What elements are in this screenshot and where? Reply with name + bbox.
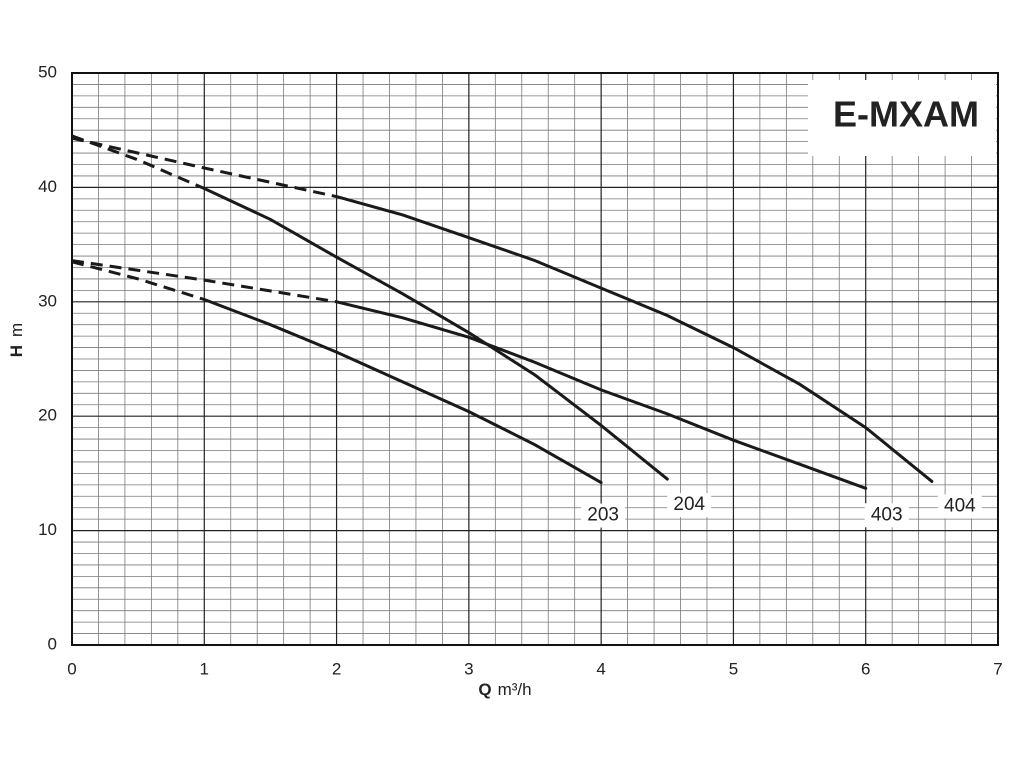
- chart-title: E-MXAM: [833, 94, 979, 135]
- curve-label: 203: [587, 505, 619, 526]
- curve: [202, 187, 669, 481]
- y-tick-label: 30: [38, 291, 57, 310]
- x-tick-label: 7: [993, 659, 1002, 678]
- title-box: [808, 80, 996, 156]
- grid: [71, 72, 999, 646]
- y-tick-label: 0: [48, 634, 57, 653]
- dashed-curve: [71, 136, 337, 199]
- curve-label-bg: [937, 494, 982, 519]
- curve: [202, 298, 603, 485]
- curve-label-bg: [581, 503, 626, 528]
- x-tick-label: 4: [596, 659, 605, 678]
- x-tick-label: 0: [67, 659, 76, 678]
- x-tick-label: 3: [464, 659, 473, 678]
- dashed-curve: [71, 259, 337, 304]
- curve-label-bg: [864, 503, 909, 528]
- curve-label: 403: [871, 504, 903, 525]
- plot-frame: [71, 72, 999, 646]
- x-tick-label: 5: [729, 659, 738, 678]
- x-tick-label: 2: [332, 659, 341, 678]
- x-label-symbol: Q: [478, 680, 491, 699]
- y-axis-label: Hm: [7, 323, 26, 357]
- dashed-curve: [71, 260, 205, 301]
- x-label-unit: m³/h: [498, 680, 532, 699]
- y-tick-label: 40: [38, 177, 57, 196]
- curve: [335, 300, 868, 490]
- y-tick-label: 50: [38, 62, 57, 81]
- x-tick-label: 1: [200, 659, 209, 678]
- x-tick-label: 6: [861, 659, 870, 678]
- curve-label-bg: [667, 493, 712, 518]
- y-label-symbol: H: [7, 345, 26, 357]
- curve-label: 404: [944, 495, 976, 516]
- y-tick-label: 10: [38, 520, 57, 539]
- curve-label: 204: [673, 494, 705, 515]
- y-label-unit: m: [7, 323, 26, 337]
- y-tick-label: 20: [38, 406, 57, 425]
- curve: [335, 195, 934, 483]
